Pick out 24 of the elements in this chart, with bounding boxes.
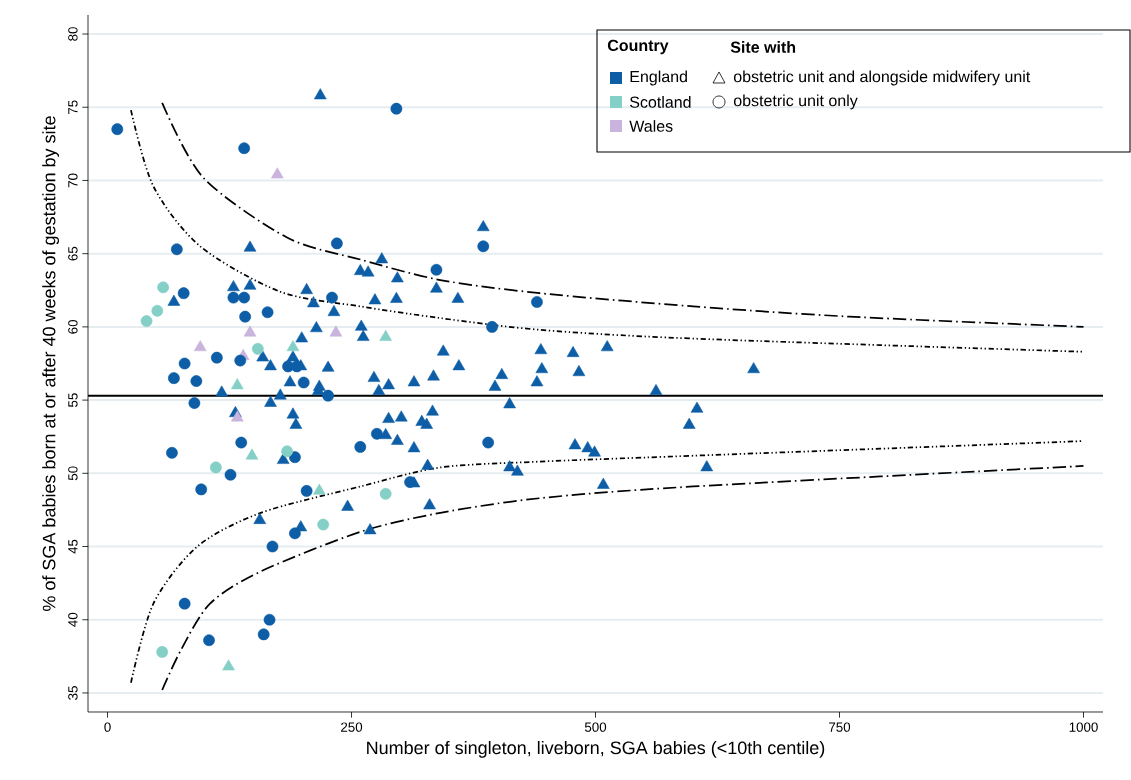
y-tick-label: 65: [68, 246, 78, 261]
annotation: obstetric unit and alongside midwifery unit: [733, 70, 1031, 86]
annotation: Site with: [730, 41, 796, 53]
annotation: obstetric unit only: [733, 94, 858, 110]
legend-label: Wales: [629, 120, 673, 132]
x-tick-label: 0: [104, 722, 111, 732]
y-tick-label: 35: [68, 686, 78, 700]
x-tick-label: 500: [584, 722, 607, 732]
y-axis-title: % of SGA babies born at or after 40 weeks of gestation by site: [42, 116, 60, 611]
y-tick-label: 50: [68, 466, 78, 481]
x-tick-label: 250: [341, 722, 363, 732]
x-axis-title: Number of singleton, liveborn, SGA babies (<10th centile): [367, 740, 825, 758]
y-tick-label: 55: [68, 393, 78, 407]
x-tick-label: 750: [829, 722, 851, 732]
legend-label: Scotland: [630, 96, 691, 108]
y-tick-label: 80: [68, 27, 78, 41]
y-tick-label: 75: [68, 100, 78, 114]
y-tick-label: 70: [68, 173, 78, 188]
y-tick-label: 45: [68, 539, 78, 554]
y-tick-label: 60: [68, 319, 78, 334]
x-tick-label: 1000: [1069, 722, 1098, 732]
y-tick-label: 40: [68, 612, 78, 627]
legend-label: England: [630, 70, 687, 86]
legend-title: Country: [607, 39, 669, 55]
